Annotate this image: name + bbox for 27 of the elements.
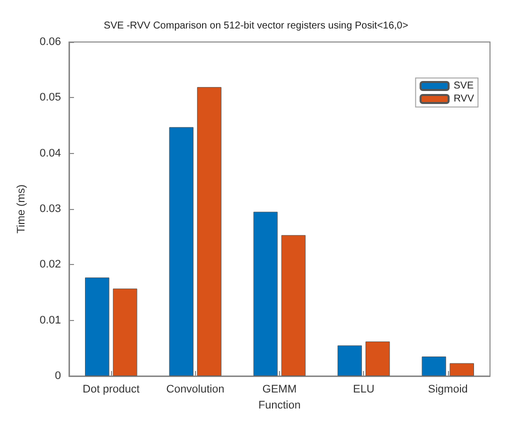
bar [197, 87, 222, 376]
legend-label: SVE [454, 80, 474, 92]
y-tick-label: 0.04 [40, 147, 61, 160]
bar [85, 277, 110, 376]
chart-title: SVE -RVV Comparison on 512-bit vector registers using Posit<16,0> [104, 20, 408, 32]
y-tick-label: 0.01 [40, 314, 61, 326]
x-tick-label: Dot product [82, 384, 140, 396]
x-axis-title: Function [258, 400, 301, 412]
bar [422, 356, 446, 376]
y-tick-label: 0.06 [40, 36, 61, 48]
x-tick-label: Convolution [166, 384, 224, 396]
y-tick-label: 0.05 [40, 92, 61, 104]
x-tick-label: GEMM [262, 384, 297, 396]
y-tick-label: 0.03 [40, 203, 61, 215]
bar [112, 288, 138, 376]
bar [169, 127, 194, 376]
x-tick-label: ELU [352, 384, 374, 396]
bar [338, 345, 362, 376]
y-tick-label: 0.02 [40, 258, 61, 271]
x-tick-label: Sigmoid [428, 384, 468, 396]
bar [253, 212, 278, 376]
y-axis-title: Time (ms) [16, 184, 28, 234]
bar [450, 363, 474, 376]
y-tick-label: 0 [54, 370, 61, 382]
legend-label: RVV [454, 94, 474, 104]
bar [281, 235, 306, 376]
bar [366, 341, 390, 376]
